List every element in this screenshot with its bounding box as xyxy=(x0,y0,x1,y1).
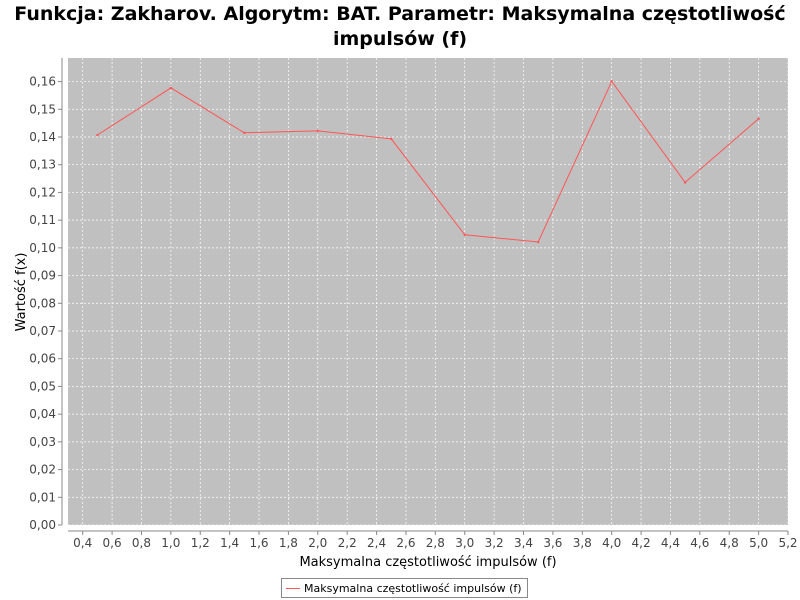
y-tick-label: 0,00 xyxy=(29,518,56,532)
data-point xyxy=(537,240,540,244)
legend-swatch xyxy=(286,587,300,589)
data-point xyxy=(683,181,687,184)
x-tick-label: 1,0 xyxy=(161,536,180,550)
x-tick-label: 3,2 xyxy=(485,536,504,550)
x-tick-label: 3,0 xyxy=(455,536,474,550)
series-line xyxy=(97,80,759,243)
data-point xyxy=(463,233,466,237)
x-tick-label: 2,8 xyxy=(426,536,445,550)
data-point xyxy=(316,129,319,133)
x-tick-label: 3,4 xyxy=(514,536,533,550)
x-tick-label: 1,8 xyxy=(279,536,298,550)
legend: Maksymalna częstotliwość impulsów (f) xyxy=(281,578,528,598)
x-tick-label: 5,0 xyxy=(749,536,768,550)
data-point xyxy=(96,133,99,137)
y-tick-label: 0,07 xyxy=(29,324,56,338)
y-tick-label: 0,05 xyxy=(29,379,56,393)
y-tick-label: 0,08 xyxy=(29,296,56,310)
y-tick-label: 0,01 xyxy=(29,490,56,504)
y-tick-label: 0,11 xyxy=(29,213,56,227)
data-point xyxy=(390,137,393,141)
x-tick-label: 2,0 xyxy=(308,536,327,550)
data-point xyxy=(610,80,613,83)
y-tick-label: 0,13 xyxy=(29,158,56,172)
x-tick-label: 5,2 xyxy=(778,536,797,550)
chart-title-line-2: impulsów (f) xyxy=(332,28,468,50)
data-point xyxy=(757,117,760,120)
x-tick-label: 3,8 xyxy=(573,536,592,550)
plot-area xyxy=(68,58,788,525)
x-tick-label: 4,4 xyxy=(661,536,680,550)
chart-title: Funkcja: Zakharov. Algorytm: BAT. Parame… xyxy=(0,2,800,52)
x-tick-label: 2,6 xyxy=(396,536,415,550)
y-tick-label: 0,04 xyxy=(29,407,56,421)
grid-lines xyxy=(68,58,789,526)
x-tick-label: 1,4 xyxy=(220,536,239,550)
y-tick-label: 0,09 xyxy=(29,269,56,283)
y-tick-label: 0,15 xyxy=(29,102,56,116)
data-point xyxy=(243,131,246,135)
x-tick-label: 4,6 xyxy=(690,536,709,550)
series-group xyxy=(96,80,760,244)
x-tick-label: 0,6 xyxy=(103,536,122,550)
x-tick-label: 3,6 xyxy=(543,536,562,550)
chart-title-line-1: Funkcja: Zakharov. Algorytm: BAT. Parame… xyxy=(14,3,786,25)
y-tick-label: 0,16 xyxy=(29,75,56,89)
x-axis-ticks: 0,4 0,6 0,8 1,0 1,2 1,4 1,6 1,8 2,0 2,2 2,4 2,6 2,8 3… xyxy=(73,531,798,550)
x-tick-label: 0,8 xyxy=(132,536,151,550)
x-tick-label: 4,8 xyxy=(720,536,739,550)
y-tick-label: 0,12 xyxy=(29,185,56,199)
y-tick-label: 0,14 xyxy=(29,130,56,144)
x-tick-label: 4,0 xyxy=(602,536,621,550)
x-tick-label: 1,6 xyxy=(249,536,268,550)
x-axis-label: Maksymalna częstotliwość impulsów (f) xyxy=(299,555,556,570)
y-tick-label: 0,10 xyxy=(29,241,56,255)
legend-label: Maksymalna częstotliwość impulsów (f) xyxy=(304,581,522,595)
y-tick-label: 0,06 xyxy=(29,352,56,366)
x-tick-label: 2,4 xyxy=(367,536,386,550)
y-axis-label: Wartość f(x) xyxy=(14,253,29,332)
x-tick-label: 1,2 xyxy=(191,536,210,550)
y-axis-ticks: 0,00 0,01 0,02 0,03 0,04 0,05 0,06 0,07 0,08 0,09… xyxy=(29,75,62,532)
data-point xyxy=(169,86,173,90)
y-tick-label: 0,02 xyxy=(29,463,56,477)
x-tick-label: 0,4 xyxy=(73,536,92,550)
x-tick-label: 4,2 xyxy=(632,536,651,550)
x-tick-label: 2,2 xyxy=(338,536,357,550)
y-tick-label: 0,03 xyxy=(29,435,56,449)
